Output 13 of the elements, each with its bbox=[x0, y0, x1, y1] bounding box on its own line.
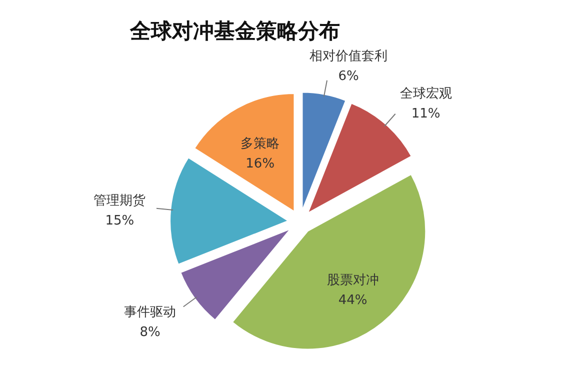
chart-title: 全球对冲基金策略分布 bbox=[129, 19, 340, 43]
data-label: 15% bbox=[105, 214, 134, 229]
slice-label: 全球宏观 bbox=[400, 86, 452, 102]
data-label: 11% bbox=[411, 106, 440, 122]
data-label: 6% bbox=[338, 68, 359, 84]
slice-label: 管理期货 bbox=[94, 194, 146, 209]
data-label: 16% bbox=[246, 156, 275, 172]
slice-label: 事件驱动 bbox=[124, 304, 176, 320]
data-label: 8% bbox=[140, 324, 160, 340]
slice-label: 相对价值套利 bbox=[310, 48, 388, 64]
slice-label: 多策略 bbox=[240, 136, 280, 152]
data-label: 44% bbox=[338, 292, 368, 308]
slice-label: 股票对冲 bbox=[326, 272, 379, 288]
